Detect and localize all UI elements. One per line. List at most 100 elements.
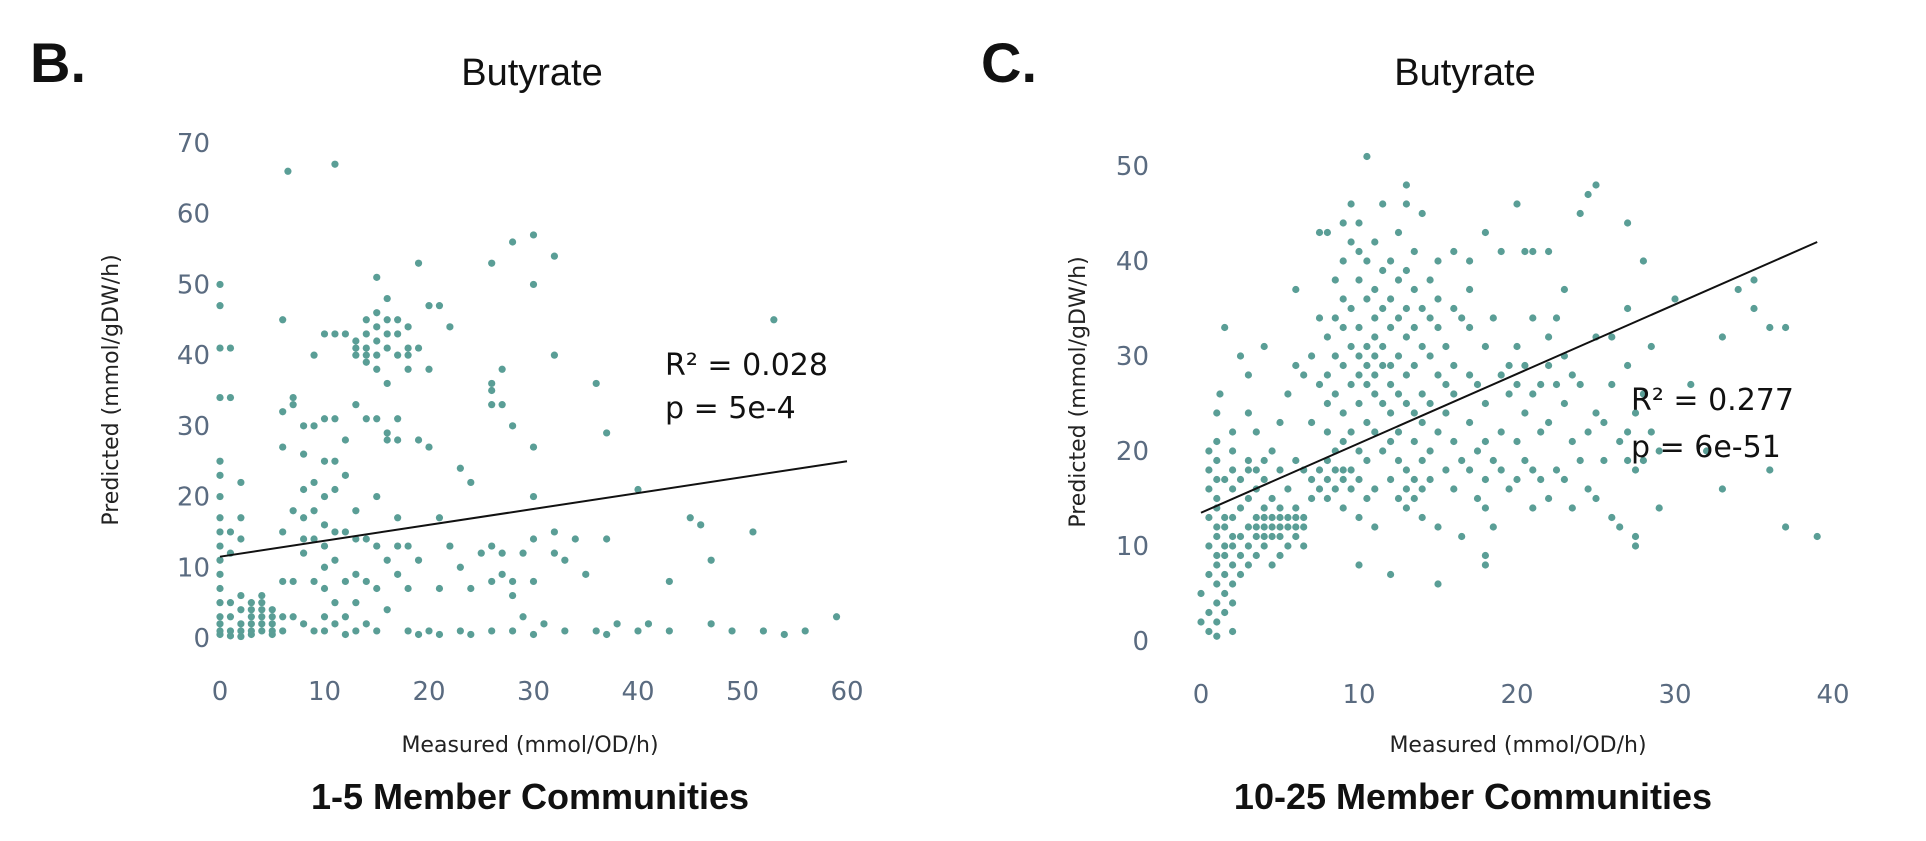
data-point [1537, 475, 1545, 484]
scatter-plot-c: 0 10 20 30 40 0 10 20 30 40 50 Measured (mmol/OD/h)… [1066, 152, 1850, 758]
data-point [320, 627, 329, 635]
data-point [1244, 466, 1252, 474]
data-point [508, 238, 517, 246]
y-tick-label: 40 [177, 341, 210, 371]
data-point [341, 471, 349, 479]
data-point [1284, 523, 1292, 531]
data-point [279, 316, 287, 324]
x-tick-label: 10 [308, 677, 341, 707]
data-point [1434, 523, 1442, 531]
data-point [1236, 475, 1245, 484]
data-point [404, 365, 412, 373]
data-point [300, 485, 308, 494]
x-tick-label: 40 [621, 677, 654, 707]
data-point [498, 549, 506, 557]
data-point [1213, 409, 1221, 417]
data-point [1355, 323, 1363, 332]
data-point [1560, 475, 1568, 484]
data-point [1387, 295, 1395, 303]
data-point [341, 577, 349, 586]
data-point [780, 630, 788, 639]
data-point [1497, 247, 1505, 256]
data-point [1205, 542, 1213, 550]
data-point [1371, 485, 1379, 493]
data-point [1260, 475, 1268, 484]
data-point [1339, 323, 1347, 332]
data-point [634, 627, 642, 635]
data-point [1442, 342, 1450, 351]
data-point [1402, 399, 1410, 408]
regression-line [1200, 241, 1818, 514]
data-point [310, 351, 318, 359]
data-point [1315, 314, 1324, 322]
data-point [1434, 323, 1442, 332]
data-point [1608, 333, 1616, 341]
data-point [237, 632, 245, 641]
data-point [226, 344, 235, 352]
data-point [707, 556, 715, 564]
data-point [1347, 342, 1355, 351]
data-point [1513, 342, 1521, 351]
data-point [1260, 456, 1268, 465]
data-point [467, 478, 475, 487]
data-point [331, 415, 339, 423]
data-point [1387, 409, 1395, 417]
data-point [1276, 418, 1284, 427]
data-point [216, 620, 224, 628]
data-point [1292, 285, 1300, 294]
data-point [1473, 494, 1482, 503]
data-point [284, 167, 292, 175]
data-point [1315, 466, 1324, 474]
data-point [446, 323, 454, 331]
data-point [1339, 437, 1347, 446]
data-point [488, 401, 496, 409]
data-point [1426, 352, 1434, 360]
data-point [707, 620, 715, 628]
data-point [1339, 409, 1347, 417]
data-point [1244, 542, 1252, 550]
data-point [550, 252, 559, 260]
data-point [1284, 485, 1292, 493]
data-point [216, 514, 224, 522]
data-point [1418, 418, 1426, 427]
data-point [1371, 428, 1379, 436]
data-point [1363, 342, 1371, 351]
data-point [550, 528, 559, 536]
data-point [1394, 276, 1403, 284]
data-point [362, 415, 370, 423]
data-point [1213, 475, 1221, 484]
data-point [728, 627, 736, 635]
data-point [1339, 504, 1347, 512]
data-point [1639, 456, 1647, 465]
data-point [1355, 371, 1363, 379]
data-point [1402, 266, 1410, 275]
data-point [1552, 314, 1561, 322]
data-point [1323, 399, 1331, 408]
data-point [320, 457, 329, 465]
data-point [1276, 513, 1284, 522]
data-point [226, 528, 235, 536]
scatter-plot-b: 0 10 20 30 40 50 60 0 10 20 30 40 50 60 70 Measured (mm… [99, 129, 864, 758]
data-point [1323, 475, 1331, 484]
data-point [1379, 361, 1387, 370]
data-point [1355, 561, 1363, 569]
data-point [1205, 608, 1213, 617]
data-point [1213, 551, 1221, 560]
data-point [352, 351, 360, 359]
data-point [1402, 371, 1410, 379]
data-point [1331, 314, 1339, 322]
data-point [1323, 494, 1331, 503]
data-point [1339, 466, 1347, 474]
data-point [1505, 390, 1513, 398]
data-point [414, 556, 423, 564]
data-point [1276, 532, 1284, 541]
data-point [456, 464, 464, 472]
data-point [373, 273, 381, 281]
data-point [1734, 285, 1742, 294]
data-point [383, 379, 391, 388]
data-point [1568, 504, 1576, 512]
data-point [352, 337, 360, 345]
data-point [1229, 561, 1237, 569]
data-point [488, 259, 496, 267]
data-point [1647, 428, 1655, 436]
